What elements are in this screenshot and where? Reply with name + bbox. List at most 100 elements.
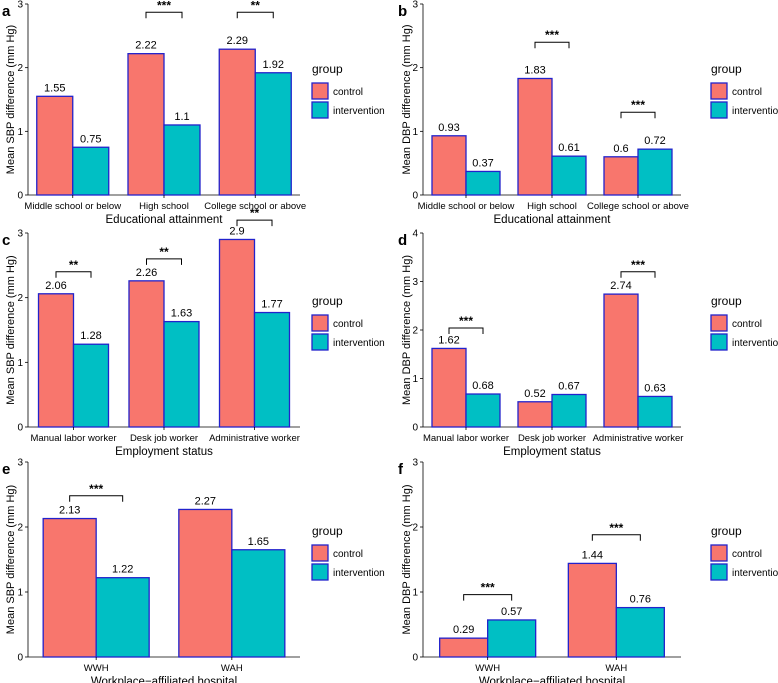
legend: group control intervention xyxy=(311,294,385,351)
significance-stars: *** xyxy=(89,482,103,496)
bar-value-label: 0.52 xyxy=(524,388,545,400)
significance-stars: *** xyxy=(631,98,645,112)
bar-intervention xyxy=(465,170,501,196)
bar-value-label: 1.28 xyxy=(80,330,101,342)
legend-entry-label: control xyxy=(333,87,363,98)
bar-value-label: 1.44 xyxy=(582,549,603,561)
x-axis-title: Educational attainment xyxy=(494,214,612,226)
panel-label: e xyxy=(2,461,10,478)
bar-value-label: 1.22 xyxy=(112,564,133,576)
significance-bracket xyxy=(620,111,656,119)
y-tick-label: 2 xyxy=(17,293,23,304)
legend-entry-label: intervention xyxy=(732,106,778,117)
y-axis-title: Mean DBP difference (mm Hg) xyxy=(401,25,413,175)
legend-swatch-intervention xyxy=(311,101,329,119)
legend-entry-label: control xyxy=(732,549,762,560)
legend-entry-label: control xyxy=(732,87,762,98)
y-axis-title: Mean DBP difference (mm Hg) xyxy=(401,485,413,635)
y-tick-label: 2 xyxy=(412,63,418,74)
bar-intervention xyxy=(465,393,501,428)
legend-swatch-control xyxy=(311,314,329,332)
bar-value-label: 2.06 xyxy=(45,280,66,292)
panel-label: f xyxy=(398,461,404,478)
legend-title: group xyxy=(312,62,343,76)
bar-intervention xyxy=(551,393,587,428)
bar-value-label: 0.93 xyxy=(438,122,459,134)
y-tick-label: 3 xyxy=(412,277,418,288)
bar-intervention xyxy=(637,148,673,196)
bar-value-label: 1.1 xyxy=(174,111,189,123)
legend-swatch-intervention xyxy=(311,563,329,581)
legend-title: group xyxy=(711,524,742,538)
bar-value-label: 2.29 xyxy=(227,35,248,47)
x-tick-label: Manual labor worker xyxy=(30,433,116,444)
legend-title: group xyxy=(312,294,343,308)
bar-control xyxy=(431,135,467,196)
x-tick-label: WAH xyxy=(221,663,243,674)
legend-title: group xyxy=(312,524,343,538)
panel-b: b 0 1 2 3 Mean DBP difference (mm Hg) 0.93 0.37… xyxy=(398,0,778,226)
bar-intervention xyxy=(163,124,201,196)
y-tick-label: 0 xyxy=(17,191,23,202)
y-tick-label: 0 xyxy=(412,191,418,202)
legend-entry-label: intervention xyxy=(732,568,778,579)
significance-bracket xyxy=(145,11,183,19)
x-tick-label: College school or above xyxy=(204,201,306,212)
significance-bracket xyxy=(463,594,513,601)
bar-control xyxy=(42,517,97,658)
y-tick-label: 2 xyxy=(17,523,23,534)
bar-control xyxy=(439,637,489,658)
legend: group control intervention xyxy=(311,524,385,581)
x-tick-label: Administrative worker xyxy=(209,433,300,444)
bar-control xyxy=(218,48,256,196)
x-tick-label: WAH xyxy=(605,663,627,674)
legend-swatch-control xyxy=(311,544,329,562)
bar-control xyxy=(567,562,617,658)
legend-entry-label: intervention xyxy=(732,338,778,349)
bar-intervention xyxy=(72,146,110,196)
significance-stars: ** xyxy=(159,245,169,259)
bar-intervention xyxy=(551,155,587,196)
y-tick-label: 1 xyxy=(412,127,418,138)
x-tick-label: WWH xyxy=(84,663,109,674)
bar-control xyxy=(603,293,639,428)
bar-intervention xyxy=(253,311,291,428)
y-tick-label: 2 xyxy=(17,63,23,74)
legend: group control intervention xyxy=(710,294,778,351)
bar-value-label: 0.68 xyxy=(472,380,493,392)
bar-intervention xyxy=(615,606,665,658)
x-axis-title: Workplace−affiliated hospital xyxy=(479,676,625,683)
panel-e: e 0 1 2 3 Mean SBP difference (mm Hg) 2.13 1.22… xyxy=(2,458,385,683)
x-axis-title: Employment status xyxy=(503,446,601,458)
panel-label: b xyxy=(398,3,407,20)
legend-swatch-intervention xyxy=(710,563,728,581)
y-tick-label: 1 xyxy=(412,588,418,599)
significance-stars: *** xyxy=(157,0,171,12)
x-tick-label: Middle school or below xyxy=(418,201,515,212)
panel-label: a xyxy=(2,3,11,20)
y-tick-label: 3 xyxy=(412,458,418,469)
bar-control xyxy=(178,508,233,658)
legend-title: group xyxy=(711,62,742,76)
y-tick-label: 1 xyxy=(412,374,418,385)
legend-swatch-control xyxy=(311,82,329,100)
bar-intervention xyxy=(231,549,286,658)
y-axis-title: Mean DBP difference (mm Hg) xyxy=(401,255,413,405)
y-tick-label: 1 xyxy=(17,127,23,138)
significance-bracket xyxy=(55,271,92,278)
x-tick-label: WWH xyxy=(475,663,500,674)
bar-value-label: 0.6 xyxy=(613,143,628,155)
panel-label: c xyxy=(2,232,10,249)
y-axis-title: Mean SBP difference (mm Hg) xyxy=(5,485,17,634)
panel-c: c 0 1 2 3 Mean SBP difference (mm Hg) 2.06 1.28… xyxy=(2,206,385,458)
bar-value-label: 0.63 xyxy=(644,382,665,394)
bar-value-label: 2.22 xyxy=(135,40,156,52)
y-tick-label: 2 xyxy=(412,523,418,534)
bar-control xyxy=(37,293,75,428)
bar-intervention xyxy=(95,577,150,658)
y-tick-label: 2 xyxy=(412,326,418,337)
bar-value-label: 1.55 xyxy=(44,82,65,94)
significance-stars: ** xyxy=(250,206,260,220)
x-tick-label: Desk job worker xyxy=(130,433,198,444)
